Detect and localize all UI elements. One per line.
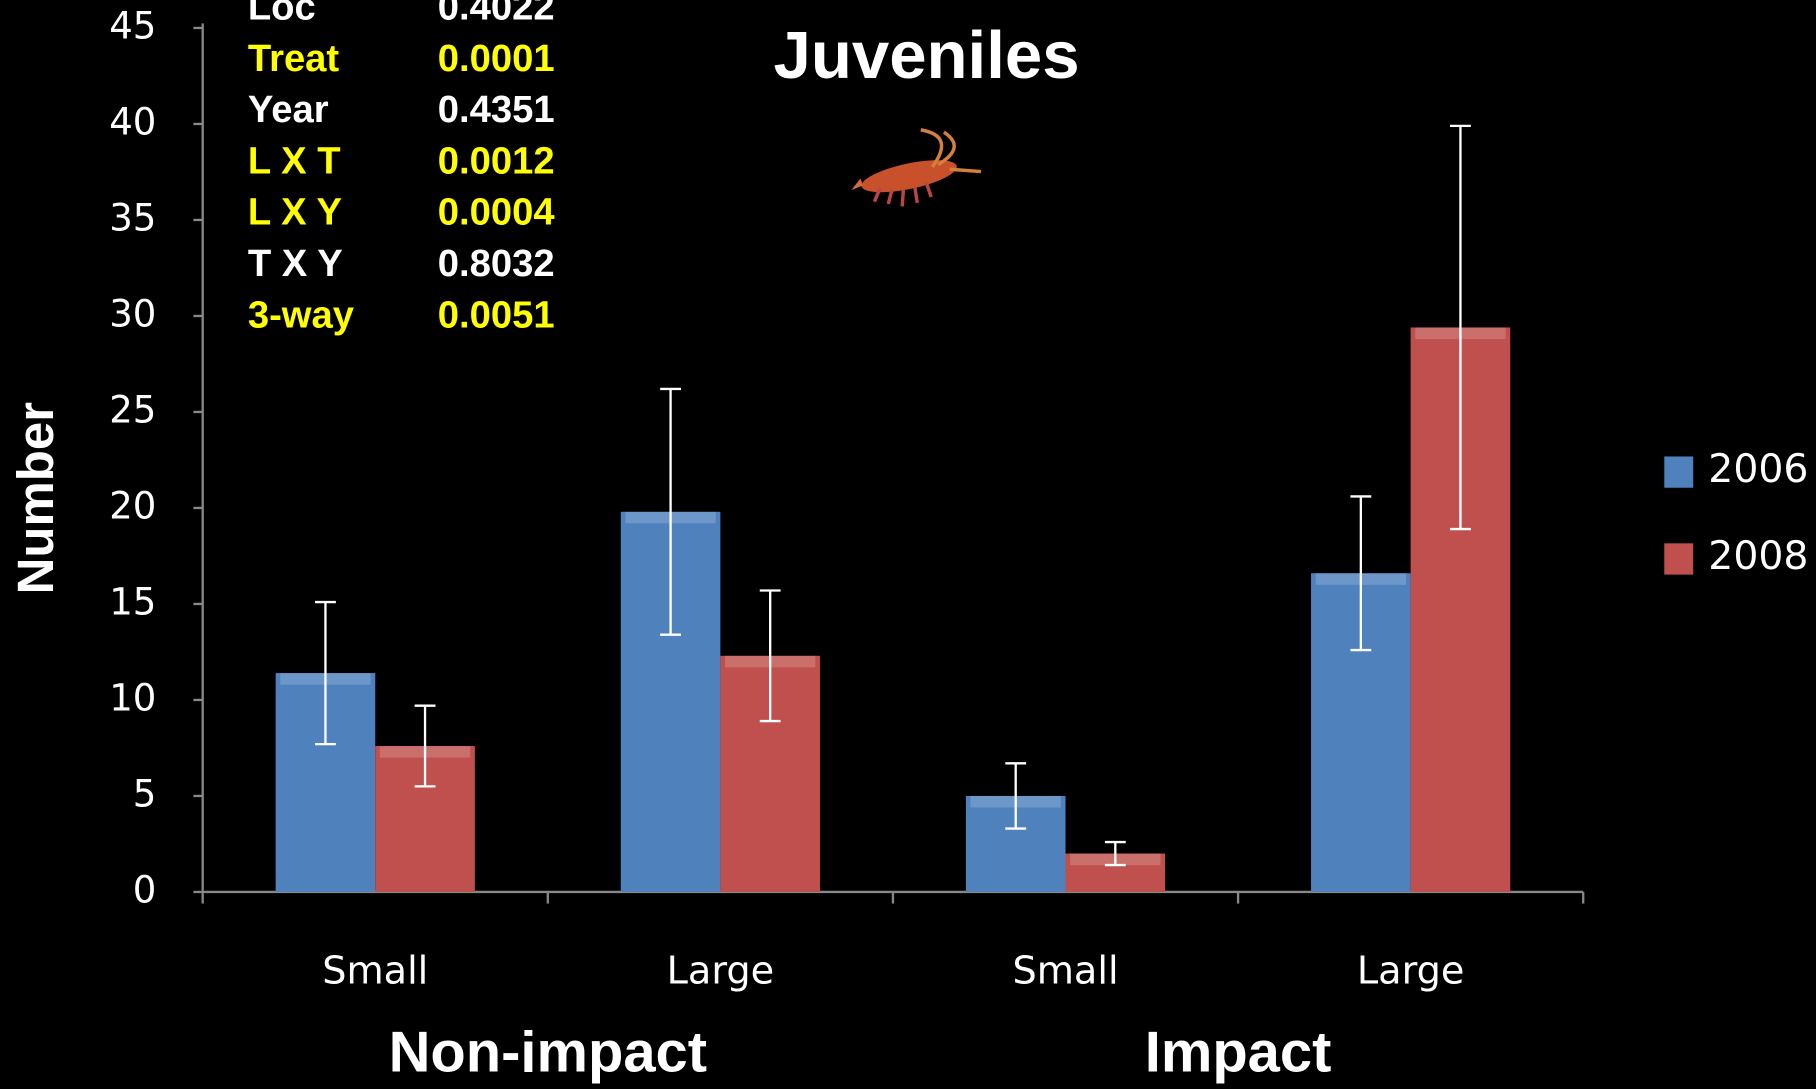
- stat-term: Year: [248, 88, 329, 131]
- stat-term: 3-way: [248, 293, 355, 336]
- group-label: Impact: [1145, 1021, 1332, 1085]
- y-tick-label: 45: [109, 4, 156, 47]
- stat-term: L X Y: [248, 191, 342, 234]
- stat-p: 0.8032: [438, 242, 555, 285]
- stat-p: 0.0051: [438, 293, 555, 336]
- lobster-icon: [851, 128, 982, 207]
- chart-title: Juveniles: [773, 18, 1079, 93]
- y-tick-label: 5: [133, 772, 157, 815]
- group-label: Non-impact: [389, 1021, 707, 1085]
- y-tick-label: 30: [109, 292, 156, 335]
- legend-label: 2008: [1708, 533, 1808, 579]
- x-tick-label: Small: [1012, 950, 1118, 994]
- legend-label: 2006: [1708, 446, 1808, 492]
- x-tick-label: Large: [1357, 950, 1464, 994]
- y-tick-label: 15: [109, 580, 156, 623]
- y-tick-label: 20: [109, 484, 156, 527]
- legend-swatch: [1664, 543, 1694, 575]
- y-tick-label: 35: [109, 196, 156, 239]
- stat-p: 0.0012: [438, 139, 555, 182]
- x-tick-label: Small: [322, 950, 428, 994]
- stat-term: L X T: [248, 139, 341, 182]
- stat-p: 0.4351: [438, 88, 555, 131]
- y-tick-label: 25: [109, 388, 156, 431]
- stat-term: Loc: [248, 0, 316, 29]
- x-tick-label: Large: [667, 950, 774, 994]
- y-axis-label: Number: [7, 402, 64, 595]
- stat-p: 0.0004: [438, 191, 556, 234]
- y-tick-label: 10: [109, 676, 156, 719]
- stat-p: 0.4022: [438, 0, 555, 29]
- legend-swatch: [1664, 456, 1694, 488]
- stat-term: T X Y: [248, 242, 343, 285]
- y-tick-label: 40: [109, 100, 156, 143]
- stat-p: 0.0001: [438, 37, 555, 80]
- y-tick-label: 0: [133, 868, 157, 911]
- stat-term: Treat: [248, 37, 340, 80]
